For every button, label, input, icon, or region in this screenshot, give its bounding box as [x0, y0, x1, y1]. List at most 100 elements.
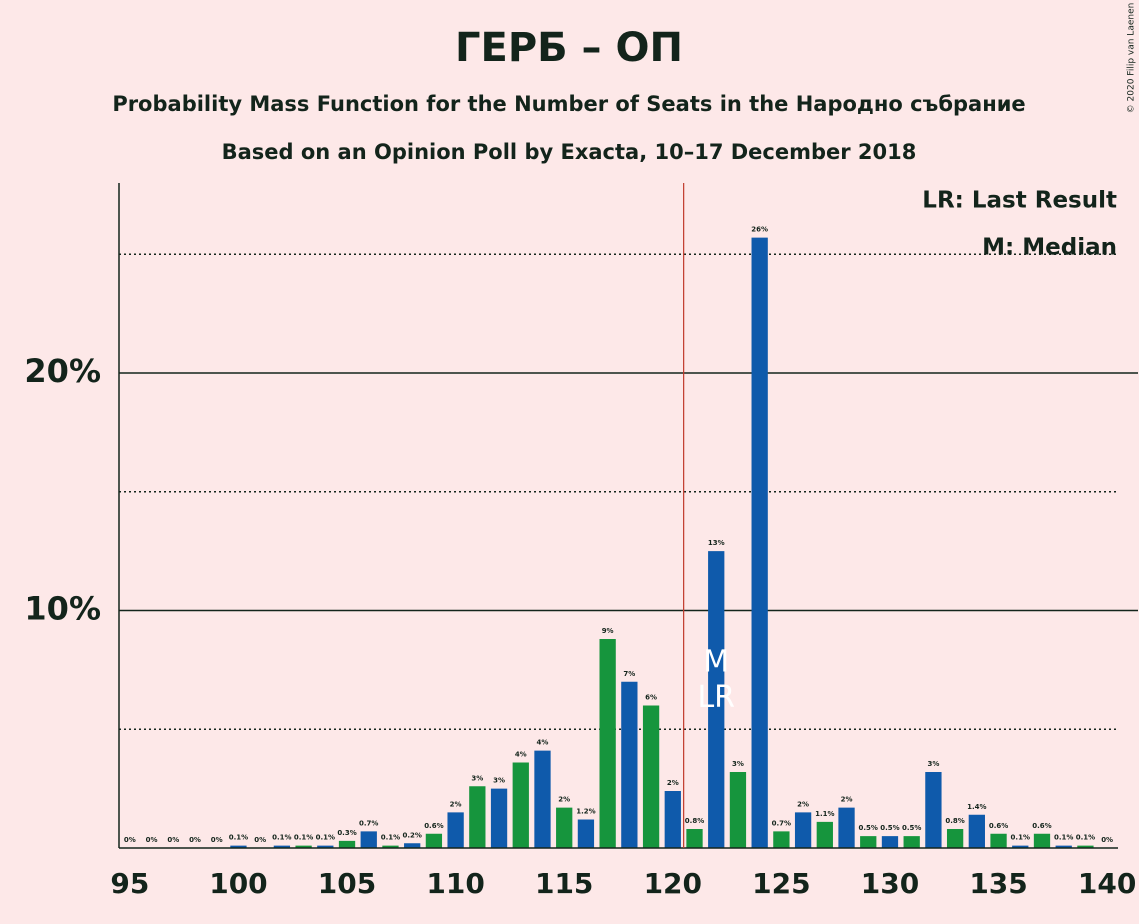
- value-label: 0.8%: [685, 817, 704, 825]
- bar: [946, 829, 964, 848]
- bar: [556, 807, 573, 848]
- bar: [490, 788, 508, 848]
- bar: [338, 840, 356, 848]
- value-label: 3%: [493, 777, 505, 785]
- bar: [860, 836, 877, 848]
- subtitle: Probability Mass Function for the Number…: [112, 92, 1025, 116]
- bar: [1055, 845, 1072, 848]
- value-label: 26%: [751, 226, 768, 234]
- bar: [425, 833, 443, 848]
- bar: [230, 845, 247, 848]
- value-label: 0.1%: [316, 834, 335, 842]
- value-label: 0.7%: [772, 819, 791, 827]
- value-label: 0.5%: [880, 824, 899, 832]
- bar: [794, 812, 812, 848]
- value-label: 2%: [841, 796, 853, 804]
- bar: [360, 831, 377, 848]
- value-label: 3%: [927, 760, 939, 768]
- bar: [751, 237, 768, 848]
- x-tick-label: 130: [861, 867, 919, 900]
- x-tick-label: 115: [535, 867, 593, 900]
- y-tick-label: 10%: [24, 590, 101, 628]
- bar: [534, 750, 551, 848]
- bar: [382, 845, 399, 848]
- bar: [773, 831, 790, 848]
- x-tick-label: 125: [752, 867, 810, 900]
- value-label: 2%: [667, 779, 679, 787]
- value-label: 1.1%: [815, 810, 834, 818]
- value-label: 3%: [471, 774, 483, 782]
- subtitle: Based on an Opinion Poll by Exacta, 10–1…: [222, 140, 917, 164]
- chart-title: ГЕРБ – ОП: [455, 25, 683, 71]
- bar: [577, 819, 595, 848]
- value-label: 0.5%: [902, 824, 921, 832]
- bar: [686, 829, 703, 848]
- y-tick-label: 20%: [24, 352, 101, 390]
- value-label: 0.6%: [1032, 822, 1051, 830]
- value-label: 9%: [602, 627, 614, 635]
- value-label: 0.8%: [945, 817, 964, 825]
- value-label: 0%: [189, 836, 201, 844]
- x-tick-label: 95: [110, 867, 149, 900]
- value-label: 7%: [623, 670, 635, 678]
- x-tick-label: 100: [209, 867, 267, 900]
- value-label: 6%: [645, 694, 657, 702]
- bar: [599, 639, 616, 848]
- median-marker: M: [703, 644, 729, 679]
- x-tick-label: 110: [426, 867, 484, 900]
- value-label: 1.2%: [576, 808, 595, 816]
- bar: [512, 762, 529, 848]
- bar: [838, 807, 855, 848]
- bar: [1012, 845, 1029, 848]
- value-label: 0%: [211, 836, 223, 844]
- value-label: 1.4%: [967, 803, 986, 811]
- value-label: 0.1%: [381, 834, 400, 842]
- value-label: 0.3%: [337, 829, 356, 837]
- value-label: 2%: [797, 800, 809, 808]
- value-label: 0%: [167, 836, 179, 844]
- bar: [708, 551, 725, 848]
- bar: [925, 772, 942, 848]
- bar: [881, 836, 899, 848]
- bar: [729, 772, 747, 848]
- value-label: 0%: [254, 836, 266, 844]
- x-tick-label: 120: [644, 867, 702, 900]
- value-label: 0.7%: [359, 819, 378, 827]
- value-label: 3%: [732, 760, 744, 768]
- value-label: 0.1%: [272, 834, 291, 842]
- grid: [119, 253, 1138, 730]
- value-label: 0.2%: [402, 831, 421, 839]
- legend-entry: LR: Last Result: [922, 188, 1117, 214]
- bar: [295, 845, 312, 848]
- value-label: 0.6%: [989, 822, 1008, 830]
- value-label: 0%: [124, 836, 136, 844]
- bar: [447, 812, 464, 848]
- bar: [404, 843, 421, 848]
- value-label: 0.1%: [229, 834, 248, 842]
- value-label: 4%: [515, 751, 527, 759]
- legend-entry: M: Median: [982, 235, 1117, 261]
- bar: [903, 836, 920, 848]
- last-result-marker: LR: [697, 680, 735, 715]
- bar: [642, 705, 660, 848]
- value-label: 0.1%: [294, 834, 313, 842]
- bar: [1033, 833, 1051, 848]
- value-label: 13%: [708, 539, 725, 547]
- value-label: 0.1%: [1076, 834, 1095, 842]
- value-label: 2%: [558, 796, 570, 804]
- x-tick-label: 135: [969, 867, 1027, 900]
- bar: [469, 786, 486, 848]
- value-label: 0.5%: [859, 824, 878, 832]
- value-label: 0%: [146, 836, 158, 844]
- bar: [968, 814, 985, 848]
- x-tick-label: 140: [1078, 867, 1136, 900]
- value-label: 0.1%: [1011, 834, 1030, 842]
- bar: [273, 845, 291, 848]
- bars: [230, 237, 1094, 848]
- bar: [990, 833, 1007, 848]
- value-label: 0.1%: [1054, 834, 1073, 842]
- bar: [317, 845, 334, 848]
- value-label: 0%: [1101, 836, 1113, 844]
